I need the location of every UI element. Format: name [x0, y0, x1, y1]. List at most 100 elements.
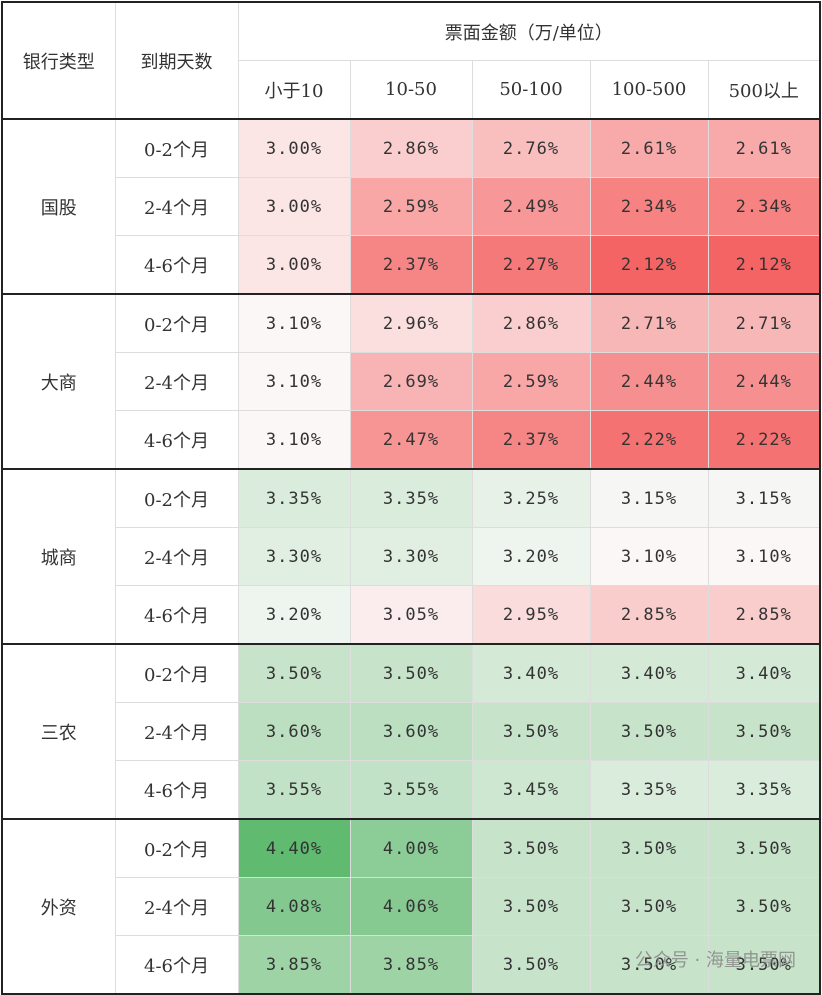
- term: 4-6个月: [114, 585, 239, 645]
- data-row: 城商 0-2个月 3.35% 3.35% 3.25% 3.15% 3.15%: [1, 468, 821, 645]
- term: 4-6个月: [114, 410, 239, 470]
- rate-cell: 3.30%: [237, 527, 351, 586]
- term: 0-2个月: [114, 293, 239, 353]
- rate-cell: 3.40%: [589, 643, 709, 703]
- data-row: 2-4个月 3.30% 3.30% 3.20% 3.10% 3.10%: [2, 527, 821, 586]
- rate-cell: 2.47%: [349, 410, 473, 470]
- rate-cell: 2.95%: [471, 585, 591, 645]
- rate-cell: 3.00%: [237, 118, 351, 178]
- data-row: 4-6个月 3.00% 2.37% 2.27% 2.12% 2.12%: [2, 235, 821, 295]
- rate-cell: 3.50%: [237, 643, 351, 703]
- rate-cell: 2.34%: [707, 177, 821, 236]
- term: 0-2个月: [114, 643, 239, 703]
- term: 4-6个月: [114, 760, 239, 820]
- rate-cell: 3.10%: [237, 293, 351, 353]
- rate-cell: 3.15%: [707, 468, 821, 528]
- rate-cell: 2.22%: [707, 410, 821, 470]
- rate-cell: 3.60%: [237, 702, 351, 761]
- rate-cell: 3.15%: [589, 468, 709, 528]
- term: 2-4个月: [114, 702, 239, 761]
- rate-cell: 2.96%: [349, 293, 473, 353]
- rate-cell: 3.50%: [471, 818, 591, 878]
- term: 0-2个月: [114, 468, 239, 528]
- rate-cell: 3.35%: [237, 468, 351, 528]
- data-row: 2-4个月 3.00% 2.59% 2.49% 2.34% 2.34%: [2, 177, 821, 236]
- rate-cell: 3.25%: [471, 468, 591, 528]
- term: 2-4个月: [114, 352, 239, 411]
- data-row: 三农 0-2个月 3.50% 3.50% 3.40% 3.40% 3.40%: [1, 643, 821, 820]
- data-row: 4-6个月 3.20% 3.05% 2.95% 2.85% 2.85%: [2, 585, 821, 645]
- data-row: 国股 0-2个月 3.00% 2.86% 2.76% 2.61% 2.61%: [1, 118, 821, 295]
- rate-cell: 2.69%: [349, 352, 473, 411]
- term: 4-6个月: [114, 935, 239, 995]
- data-row: 2-4个月 4.08% 4.06% 3.50% 3.50% 3.50%: [2, 877, 821, 936]
- column-header: 500以上: [707, 60, 821, 120]
- rate-cell: 3.50%: [589, 877, 709, 936]
- rate-cell: 2.59%: [349, 177, 473, 236]
- header-cell: 银行类型: [1, 1, 116, 120]
- rate-cell: 2.22%: [589, 410, 709, 470]
- rate-cell: 3.50%: [707, 702, 821, 761]
- rate-cell: 3.60%: [349, 702, 473, 761]
- rate-cell: 3.40%: [471, 643, 591, 703]
- data-row: 4-6个月 3.85% 3.85% 3.50% 3.50% 3.50%: [2, 935, 821, 995]
- rate-cell: 2.12%: [589, 235, 709, 295]
- rate-cell: 4.40%: [237, 818, 351, 878]
- column-header: 小于10: [237, 60, 351, 120]
- rate-cell: 3.00%: [237, 235, 351, 295]
- rate-cell: 3.50%: [471, 935, 591, 995]
- rate-cell: 3.45%: [471, 760, 591, 820]
- rate-cell: 3.55%: [237, 760, 351, 820]
- rate-cell: 3.10%: [237, 352, 351, 411]
- column-header: 50-100: [471, 60, 591, 120]
- header-row: 银行类型 到期天数 票面金额（万/单位）: [1, 1, 821, 120]
- term: 4-6个月: [114, 235, 239, 295]
- rate-cell: 3.50%: [589, 702, 709, 761]
- watermark: 公众号 · 海量电票网: [634, 950, 796, 971]
- rate-cell: 3.50%: [471, 877, 591, 936]
- bank-type: 大商: [1, 293, 116, 470]
- data-row: 4-6个月 3.55% 3.55% 3.45% 3.35% 3.35%: [2, 760, 821, 820]
- rate-cell: 3.10%: [589, 527, 709, 586]
- term: 2-4个月: [114, 877, 239, 936]
- bank-type: 外资: [1, 818, 116, 995]
- rate-cell: 4.00%: [349, 818, 473, 878]
- term: 0-2个月: [114, 818, 239, 878]
- rate-cell: 2.71%: [589, 293, 709, 353]
- data-row: 大商 0-2个月 3.10% 2.96% 2.86% 2.71% 2.71%: [1, 293, 821, 470]
- bank-type: 国股: [1, 118, 116, 295]
- data-row: 外资 0-2个月 4.40% 4.00% 3.50% 3.50% 3.50%: [1, 818, 821, 995]
- rate-cell: 3.50%: [589, 818, 709, 878]
- rate-cell: 2.86%: [471, 293, 591, 353]
- rate-cell: 3.50%: [707, 818, 821, 878]
- rate-cell: 2.71%: [707, 293, 821, 353]
- rate-cell: 3.10%: [237, 410, 351, 470]
- bank-type: 城商: [1, 468, 116, 645]
- rate-cell: 2.37%: [471, 410, 591, 470]
- rate-cell: 2.27%: [471, 235, 591, 295]
- rate-cell: 3.30%: [349, 527, 473, 586]
- rate-cell: 2.12%: [707, 235, 821, 295]
- rate-cell: 2.44%: [589, 352, 709, 411]
- rate-cell: 3.35%: [589, 760, 709, 820]
- rate-cell: 3.50%: [589, 935, 709, 995]
- column-header: 100-500: [589, 60, 709, 120]
- header-cell: 到期天数: [114, 1, 239, 120]
- rate-cell: 3.05%: [349, 585, 473, 645]
- rate-cell: 3.35%: [349, 468, 473, 528]
- header-row: 小于10 10-50 50-100 100-500 500以上: [2, 60, 821, 120]
- rate-cell: 3.50%: [707, 935, 821, 995]
- rate-cell: 3.50%: [707, 877, 821, 936]
- rate-cell: 3.50%: [349, 643, 473, 703]
- rate-cell: 2.34%: [589, 177, 709, 236]
- data-row: 2-4个月 3.60% 3.60% 3.50% 3.50% 3.50%: [2, 702, 821, 761]
- rate-cell: 3.20%: [471, 527, 591, 586]
- rate-cell: 2.86%: [349, 118, 473, 178]
- column-header: 10-50: [349, 60, 473, 120]
- rate-cell: 3.50%: [471, 702, 591, 761]
- rate-cell: 4.08%: [237, 877, 351, 936]
- bank-type: 三农: [1, 643, 116, 820]
- rate-cell: 2.44%: [707, 352, 821, 411]
